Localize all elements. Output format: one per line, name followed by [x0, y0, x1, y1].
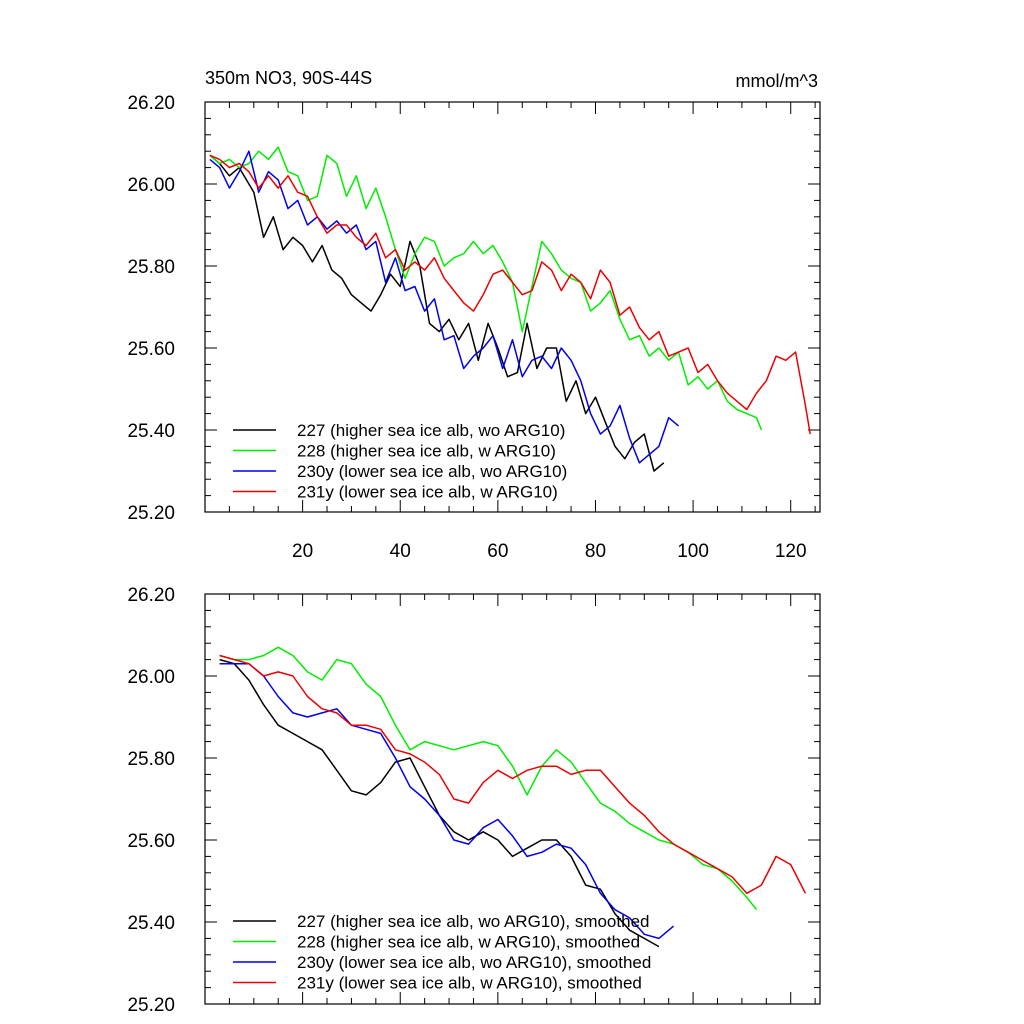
top-plot-frame — [204, 101, 821, 513]
units-label: mmol/m^3 — [736, 71, 818, 91]
series-line-1 — [219, 646, 758, 911]
x-tick-label: 100 — [677, 541, 709, 562]
legend-label-1: 228 (higher sea ice alb, w ARG10), smoot… — [297, 933, 640, 952]
series-line-3 — [219, 654, 807, 895]
legend-label-2: 230y (lower sea ice alb, wo ARG10), smoo… — [297, 953, 651, 972]
y-tick-label: 25.20 — [127, 995, 175, 1016]
y-tick-label: 25.40 — [127, 913, 175, 934]
y-tick-label: 25.60 — [127, 339, 175, 360]
y-tick-label: 25.80 — [127, 257, 175, 278]
y-tick-label: 26.20 — [127, 93, 175, 114]
x-tick-label: 60 — [487, 541, 508, 562]
legend-label-3: 231y (lower sea ice alb, w ARG10) — [297, 483, 558, 502]
y-tick-label: 26.00 — [127, 667, 175, 688]
bottom-series-group — [219, 646, 807, 948]
legend-label-0: 227 (higher sea ice alb, wo ARG10), smoo… — [297, 912, 649, 931]
legend-label-3: 231y (lower sea ice alb, w ARG10), smoot… — [297, 974, 642, 993]
series-line-0 — [219, 658, 660, 948]
top-tick-group: 25.20 25.40 25.60 25.80 26.00 26.20 20 40 60 80 10… — [127, 93, 820, 562]
y-tick-label: 25.20 — [127, 503, 175, 524]
y-tick-label: 25.40 — [127, 421, 175, 442]
series-line-2 — [209, 150, 679, 464]
y-tick-label: 25.60 — [127, 831, 175, 852]
series-line-2 — [219, 662, 675, 940]
chart-title: 350m NO3, 90S-44S — [205, 68, 372, 88]
top-chart-panel: 350m NO3, 90S-44S mmol/m^3 25.2025.4025.… — [127, 68, 821, 562]
top-legend: 227 (higher sea ice alb, wo ARG10) 228 (h… — [233, 421, 567, 502]
legend-label-0: 227 (higher sea ice alb, wo ARG10) — [297, 421, 565, 440]
bottom-tick-group: 25.20 25.40 25.60 25.80 26.00 26.20 — [127, 585, 820, 1016]
x-tick-label: 80 — [585, 541, 606, 562]
bottom-legend: 227 (higher sea ice alb, wo ARG10), smoo… — [233, 912, 651, 993]
series-line-0 — [209, 154, 665, 472]
y-tick-label: 26.20 — [127, 585, 175, 606]
legend-label-1: 228 (higher sea ice alb, w ARG10) — [297, 442, 556, 461]
bottom-plot-frame — [204, 593, 821, 1005]
x-tick-label: 20 — [292, 541, 313, 562]
series-line-3 — [209, 154, 811, 435]
x-tick-label: 40 — [390, 541, 411, 562]
bottom-chart-panel: 25.20 25.40 25.60 25.80 26.00 26.20 227 (high… — [127, 585, 821, 1016]
top-series-group — [209, 146, 811, 472]
y-tick-label: 25.80 — [127, 749, 175, 770]
y-tick-label: 26.00 — [127, 175, 175, 196]
series-line-1 — [209, 146, 763, 431]
x-tick-label: 120 — [775, 541, 807, 562]
legend-label-2: 230y (lower sea ice alb, wo ARG10) — [297, 462, 567, 481]
